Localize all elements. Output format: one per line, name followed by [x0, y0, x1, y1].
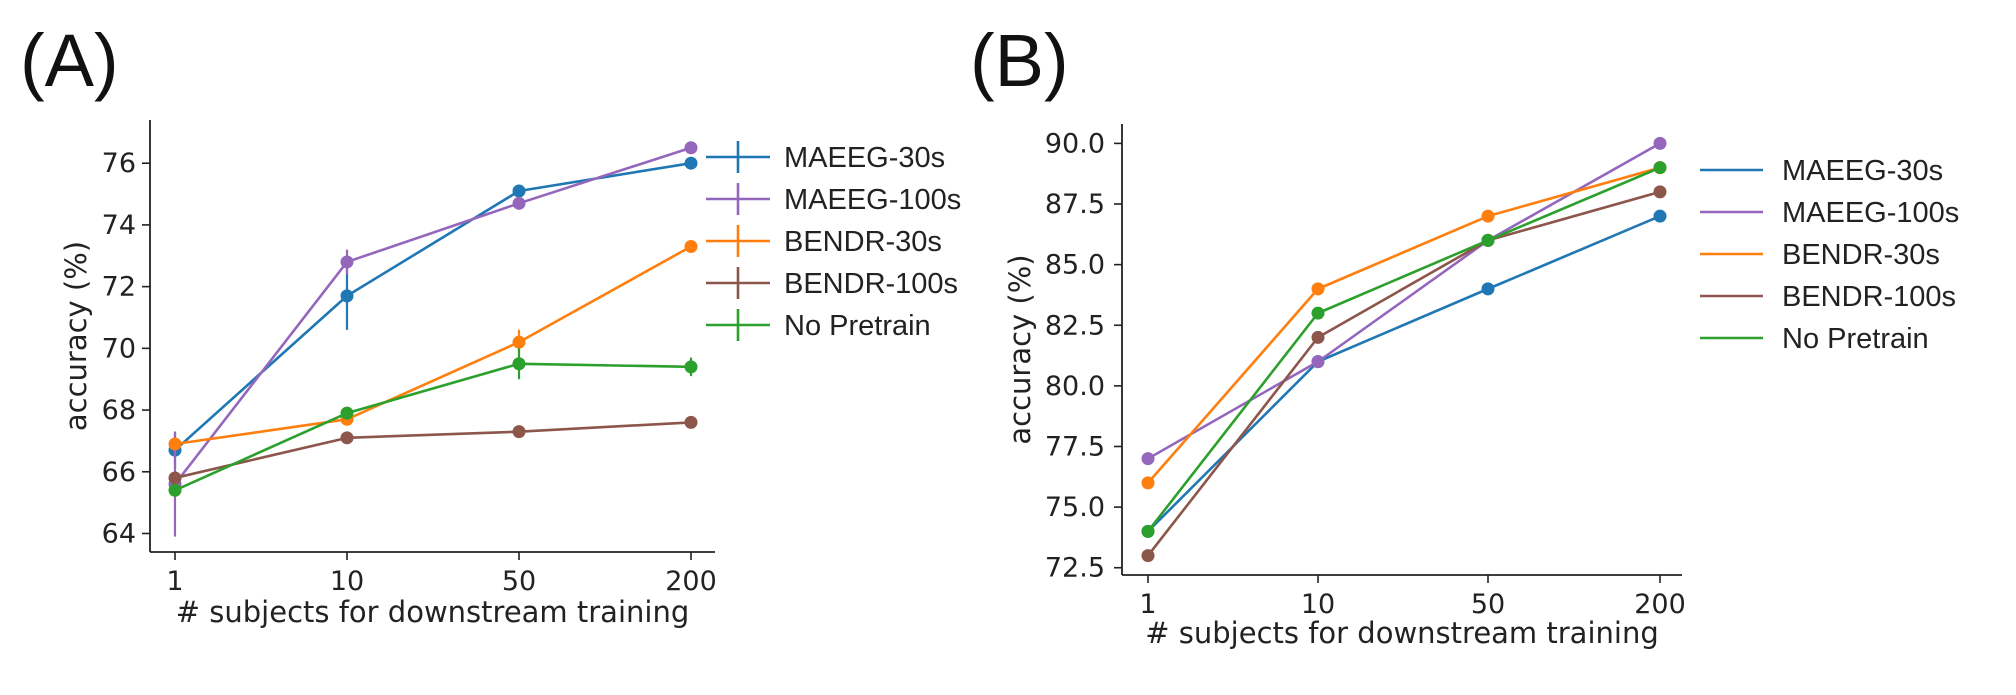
pa-maeeg-100s-line [173, 146, 692, 485]
pa-legend-label-bendr-100s: BENDR-100s [784, 268, 958, 300]
pa-x-tick-label: 200 [665, 566, 717, 597]
pa-y-tick-label: 68 [102, 395, 136, 426]
pa-bendr-100s-point [340, 431, 354, 445]
pb-bendr-100s-line [1146, 190, 1661, 557]
pa-maeeg-100s-point [340, 255, 354, 269]
pb-y-tick-label: 90.0 [1045, 128, 1105, 159]
pb-maeeg-100s-line [1147, 142, 1661, 460]
pa-legend-label-no-pretrain: No Pretrain [784, 310, 931, 342]
pb-y-axis-title: accuracy (%) [1003, 254, 1037, 444]
chart-panel-a: 64 66 68 70 72 74 76 1 10 50 200# subjects for dow… [59, 120, 961, 629]
pa-maeeg-100s-point [684, 141, 698, 155]
pb-no-pretrain-point [1481, 233, 1495, 247]
pb-x-tick-label: 10 [1301, 589, 1335, 620]
pb-maeeg-100s-point [1311, 355, 1325, 369]
pa-legend-label-maeeg-30s: MAEEG-30s [784, 142, 945, 174]
pb-x-tick-label: 50 [1471, 589, 1505, 620]
pb-bendr-100s-point [1141, 549, 1155, 563]
pb-maeeg-30s-line [1147, 214, 1661, 533]
pb-no-pretrain-point [1311, 306, 1325, 320]
pa-y-tick-label: 70 [102, 333, 136, 364]
pa-bendr-100s-point [168, 471, 182, 485]
pb-legend-label-maeeg-30s: MAEEG-30s [1782, 155, 1943, 187]
pa-bendr-100s-point [512, 425, 526, 439]
pb-series-no-pretrain [1141, 161, 1667, 538]
pa-x-tick-label: 50 [502, 566, 536, 597]
pb-legend-label-maeeg-100s: MAEEG-100s [1782, 197, 1959, 229]
pb-maeeg-100s-point [1653, 136, 1667, 150]
pb-x-axis-title: # subjects for downstream training [1145, 616, 1659, 650]
pb-series-bendr-100s [1141, 185, 1667, 563]
panel-label-a: (A) [20, 19, 119, 102]
pa-bendr-100s-point [684, 415, 698, 429]
pb-bendr-30s-point [1481, 209, 1495, 223]
pa-maeeg-30s-point [340, 289, 354, 303]
pb-y-tick-label: 75.0 [1045, 492, 1105, 523]
chart-panel-b: 72.5 75.0 77.5 80.0 82.5 85.0 87.5 90.0 1 10 50 200… [1003, 124, 1959, 650]
pb-bendr-30s-point [1141, 476, 1155, 490]
pb-maeeg-30s-point [1481, 282, 1495, 296]
pa-no-pretrain-line [174, 362, 692, 492]
pa-y-axis-title: accuracy (%) [59, 241, 93, 431]
pb-bendr-30s-point [1311, 282, 1325, 296]
pa-no-pretrain-point [340, 406, 354, 420]
pb-legend: MAEEG-30s MAEEG-100s BENDR-30s BENDR-100s No… [1700, 155, 1959, 355]
pa-series-maeeg-100s [168, 141, 698, 537]
pa-legend: MAEEG-30s MAEEG-100s BENDR-30s BENDR-100s No… [706, 141, 961, 342]
pa-no-pretrain-point [684, 360, 698, 374]
pb-legend-label-bendr-100s: BENDR-100s [1782, 281, 1956, 313]
pb-y-tick-label: 87.5 [1045, 189, 1105, 220]
pa-maeeg-100s-point [512, 196, 526, 210]
pa-legend-label-maeeg-100s: MAEEG-100s [784, 184, 961, 216]
pa-x-tick-label: 10 [330, 566, 364, 597]
pb-series-maeeg-30s [1141, 209, 1667, 538]
pb-x-tick-label: 1 [1139, 589, 1156, 620]
pa-y-tick-label: 66 [102, 457, 136, 488]
pa-no-pretrain-point [168, 483, 182, 497]
pa-maeeg-30s-point [684, 156, 698, 170]
pa-bendr-100s-line [174, 421, 692, 480]
pb-legend-label-no-pretrain: No Pretrain [1782, 323, 1929, 355]
pa-bendr-30s-point [684, 240, 698, 254]
pa-series-no-pretrain [168, 348, 698, 497]
pb-y-tick-label: 72.5 [1045, 553, 1105, 584]
pa-y-tick-label: 76 [102, 148, 136, 179]
pb-maeeg-30s-point [1653, 209, 1667, 223]
pa-x-axis-title: # subjects for downstream training [176, 595, 690, 629]
pa-bendr-30s-point [512, 335, 526, 349]
pa-series-bendr-30s [168, 240, 698, 451]
pb-y-tick-label: 80.0 [1045, 371, 1105, 402]
pb-y-tick-label: 82.5 [1045, 310, 1105, 341]
pa-series-bendr-100s [168, 415, 698, 485]
pb-y-tick-label: 85.0 [1045, 250, 1105, 281]
pb-no-pretrain-line [1146, 166, 1661, 533]
pa-y-tick-label: 74 [102, 210, 136, 241]
pa-bendr-30s-point [168, 437, 182, 451]
pa-x-tick-label: 1 [166, 566, 183, 597]
pa-bendr-30s-line [174, 245, 692, 446]
pb-bendr-30s-line [1147, 166, 1661, 484]
pa-series-maeeg-30s [168, 156, 698, 469]
pb-no-pretrain-point [1141, 524, 1155, 538]
pb-x-tick-label: 200 [1634, 589, 1686, 620]
pa-legend-label-bendr-30s: BENDR-30s [784, 226, 942, 258]
pb-series-maeeg-100s [1141, 136, 1667, 466]
pb-bendr-100s-point [1311, 330, 1325, 344]
pb-no-pretrain-point [1653, 161, 1667, 175]
pa-y-tick-label: 72 [102, 272, 136, 303]
pb-bendr-100s-point [1653, 185, 1667, 199]
pb-legend-label-bendr-30s: BENDR-30s [1782, 239, 1940, 271]
pa-no-pretrain-point [512, 357, 526, 371]
pa-maeeg-30s-line [174, 161, 692, 452]
pb-maeeg-100s-point [1141, 452, 1155, 466]
pa-maeeg-30s-point [512, 184, 526, 198]
pa-y-tick-label: 64 [102, 518, 136, 549]
pb-y-tick-label: 77.5 [1045, 431, 1105, 462]
panel-label-b: (B) [970, 19, 1069, 102]
